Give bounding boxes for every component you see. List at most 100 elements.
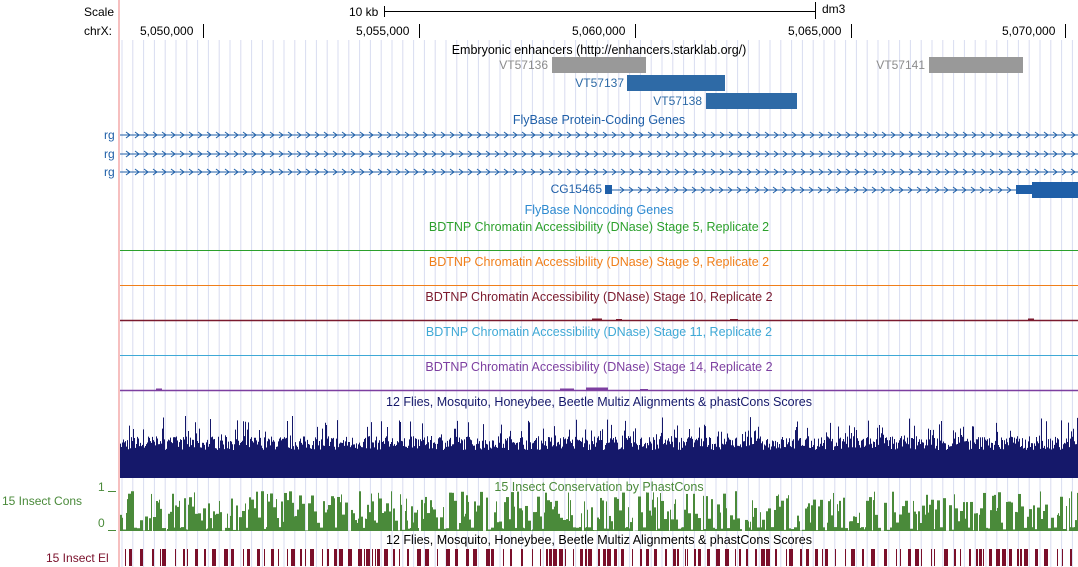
wiggle-bar (281, 501, 283, 531)
strand-arrow (332, 168, 338, 176)
wiggle-bar (376, 522, 378, 531)
enhancer-label: VT57137 (575, 76, 624, 90)
wiggle-bar (476, 511, 477, 531)
strand-arrow (143, 150, 149, 158)
wiggle-bar (540, 516, 542, 531)
wiggle-bar (1045, 504, 1048, 531)
enhancer-feature[interactable] (929, 57, 1023, 73)
wiggle-bar (828, 501, 830, 531)
strand-arrow (664, 186, 670, 194)
wiggle-bar (671, 519, 674, 531)
wiggle-bar (937, 500, 940, 531)
wiggle-bar (311, 495, 314, 531)
strand-arrow (800, 168, 806, 176)
gene-model-rg-1[interactable] (120, 130, 1078, 140)
wiggle-bar (810, 522, 811, 531)
wiggle-bar (299, 495, 302, 531)
wiggle-bar (131, 491, 134, 531)
strand-arrow (332, 131, 338, 139)
strand-arrow (818, 168, 824, 176)
wiggle-bar (703, 495, 704, 531)
element-block (437, 549, 438, 566)
strand-arrow (755, 168, 761, 176)
element-block (125, 549, 126, 566)
wiggle-bar (656, 530, 657, 531)
phastcons-wiggle (120, 491, 1078, 531)
wiggle-bar (850, 521, 853, 531)
wiggle-bar (552, 509, 554, 531)
dnase-signal-stage5 (120, 250, 1078, 251)
strand-arrow (728, 150, 734, 158)
strand-arrow (233, 150, 239, 158)
track-title-enhancers[interactable]: Embryonic enhancers (http://enhancers.st… (451, 43, 747, 57)
track-title-elements[interactable]: 12 Flies, Mosquito, Honeybee, Beetle Mul… (386, 533, 812, 547)
strand-arrow (602, 131, 608, 139)
element-block (614, 549, 617, 566)
element-block (417, 549, 421, 566)
wiggle-bar (525, 505, 528, 531)
element-block (862, 549, 864, 566)
wiggle-bar (749, 527, 750, 531)
track-title-dnase-stage11[interactable]: BDTNP Chromatin Accessibility (DNase) St… (425, 325, 773, 339)
enhancer-feature[interactable] (706, 93, 797, 109)
track-title-dnase-stage14[interactable]: BDTNP Chromatin Accessibility (DNase) St… (425, 360, 773, 374)
wiggle-bar (721, 528, 723, 531)
strand-arrow (628, 186, 634, 194)
wiggle-bar (704, 529, 706, 531)
enhancer-feature[interactable] (627, 75, 725, 91)
track-title-dnase-stage9[interactable]: BDTNP Chromatin Accessibility (DNase) St… (428, 255, 770, 269)
strand-arrow (817, 186, 823, 194)
wiggle-bar (254, 508, 256, 531)
wiggle-bar (892, 491, 894, 531)
strand-arrow (125, 168, 131, 176)
wiggle-bar (457, 529, 459, 531)
strand-arrow (629, 168, 635, 176)
strand-arrow (638, 168, 644, 176)
wiggle-bar (417, 509, 418, 531)
strand-arrow (215, 168, 221, 176)
gene-model-rg-3[interactable] (120, 167, 1078, 177)
element-block (257, 549, 260, 566)
strand-arrow (953, 131, 959, 139)
wiggle-bar (408, 528, 410, 531)
strand-arrow (278, 131, 284, 139)
strand-arrow (728, 131, 734, 139)
element-block (640, 549, 642, 566)
element-block (761, 549, 765, 566)
track-title-dnase-stage10[interactable]: BDTNP Chromatin Accessibility (DNase) St… (425, 290, 773, 304)
wiggle-bar (1072, 527, 1074, 531)
track-title-multiz[interactable]: 12 Flies, Mosquito, Honeybee, Beetle Mul… (386, 395, 812, 409)
strand-arrow (467, 131, 473, 139)
strand-arrow (944, 131, 950, 139)
strand-arrow (1034, 168, 1040, 176)
wiggle-bar (382, 513, 384, 531)
wiggle-bar (156, 501, 158, 531)
strand-arrow (206, 131, 212, 139)
strand-arrow (485, 131, 491, 139)
strand-arrow (908, 150, 914, 158)
element-block (466, 549, 469, 566)
strand-arrow (746, 168, 752, 176)
element-block (160, 549, 161, 566)
wiggle-bar (497, 522, 499, 531)
wiggle-bar (140, 520, 143, 531)
strand-arrow (710, 150, 716, 158)
signal-bump (640, 389, 648, 391)
element-block (585, 549, 587, 566)
element-block (565, 549, 566, 566)
strand-arrow (278, 168, 284, 176)
track-title-protein-coding[interactable]: FlyBase Protein-Coding Genes (512, 113, 686, 127)
wiggle-bar (471, 527, 474, 531)
gene-model-rg-2[interactable] (120, 149, 1078, 159)
track-title-dnase-stage5[interactable]: BDTNP Chromatin Accessibility (DNase) St… (428, 220, 770, 234)
enhancer-feature[interactable] (552, 57, 646, 73)
wiggle-bar (613, 529, 614, 531)
track-title-phastcons[interactable]: 15 Insect Conservation by PhastCons (494, 480, 704, 494)
signal-bump (560, 388, 574, 391)
strand-arrow (1016, 131, 1022, 139)
gene-model-cg15465[interactable] (600, 181, 1078, 199)
track-title-noncoding[interactable]: FlyBase Noncoding Genes (524, 203, 674, 217)
enhancer-label: VT57138 (653, 94, 702, 108)
element-block (789, 549, 793, 566)
wiggle-bar (940, 527, 943, 531)
